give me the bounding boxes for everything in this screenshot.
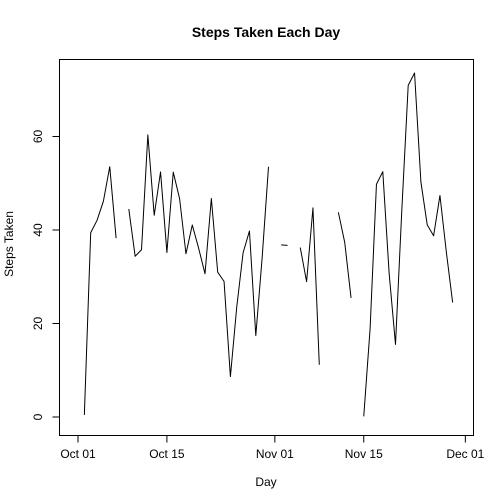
series-line-segment [363, 72, 454, 417]
y-axis-label: Steps Taken [2, 211, 16, 277]
series-line-segment [83, 166, 117, 415]
x-tick-label: Oct 15 [149, 447, 185, 461]
x-axis-label: Day [255, 475, 276, 489]
y-axis: 0 20 40 60 [31, 130, 60, 420]
x-tick-label: Dec 01 [446, 447, 484, 461]
y-tick-label: 0 [31, 413, 45, 420]
y-tick-label: 40 [31, 223, 45, 237]
x-tick-label: Nov 15 [345, 447, 383, 461]
x-tick-label: Nov 01 [256, 447, 294, 461]
series-line-segment [128, 134, 269, 378]
chart-title: Steps Taken Each Day [192, 24, 341, 40]
series-line-segment [337, 212, 352, 298]
plot-frame [59, 59, 474, 436]
x-tick-label: Oct 01 [60, 447, 96, 461]
y-tick-label: 60 [31, 130, 45, 144]
series-line-segment [281, 244, 288, 246]
series-layer [83, 72, 454, 417]
y-tick-label: 20 [31, 317, 45, 331]
x-axis: Oct 01 Oct 15 Nov 01 Nov 15 Dec 01 [60, 435, 485, 461]
series-line-segment [299, 207, 320, 365]
